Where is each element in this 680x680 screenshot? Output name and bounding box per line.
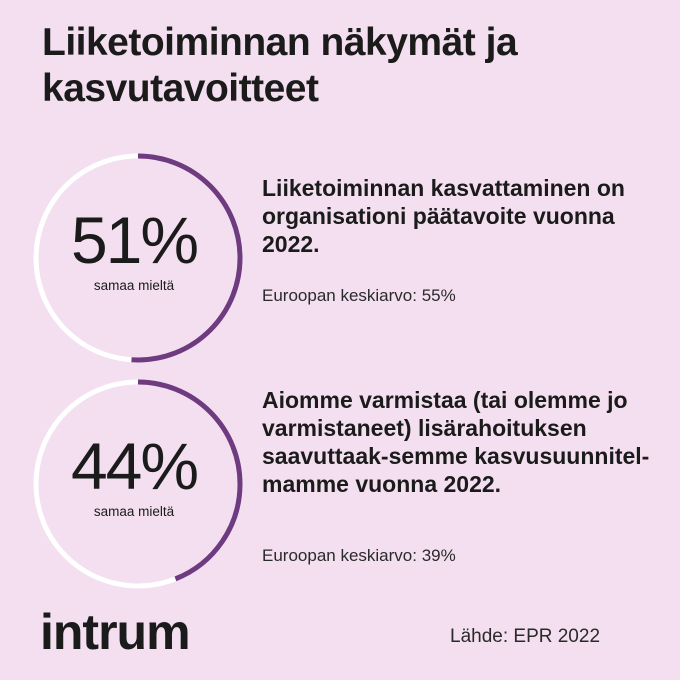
- intrum-logo: intrum: [40, 604, 191, 660]
- stat-card-1: 51% samaa mieltä Liiketoiminnan kasvatta…: [0, 138, 680, 363]
- europe-average: Euroopan keskiarvo: 55%: [262, 286, 456, 305]
- stat-headline: Aiomme varmistaa (tai olemme jo varmista…: [262, 387, 650, 497]
- stat-card-2: 44% samaa mieltä Aiomme varmistaa (tai o…: [0, 364, 680, 589]
- ring-arc: [33, 153, 243, 363]
- percent-caption: samaa mieltä: [93, 278, 175, 293]
- percent-value: 44%: [70, 429, 199, 503]
- percent-value: 51%: [70, 203, 199, 277]
- percent-caption: samaa mieltä: [93, 504, 175, 519]
- europe-average: Euroopan keskiarvo: 39%: [262, 546, 456, 565]
- progress-ring: 44% samaa mieltä: [28, 374, 248, 594]
- ring-graphic: [33, 379, 243, 589]
- progress-ring: 51% samaa mieltä: [28, 148, 248, 368]
- page-title: Liiketoiminnan näkymät ja kasvutavoittee…: [42, 21, 518, 110]
- source-note: Lähde: EPR 2022: [450, 626, 601, 647]
- ring-graphic: [33, 153, 243, 363]
- stat-headline: Liiketoiminnan kasvattaminen on organisa…: [262, 175, 625, 257]
- ring-arc: [33, 379, 243, 589]
